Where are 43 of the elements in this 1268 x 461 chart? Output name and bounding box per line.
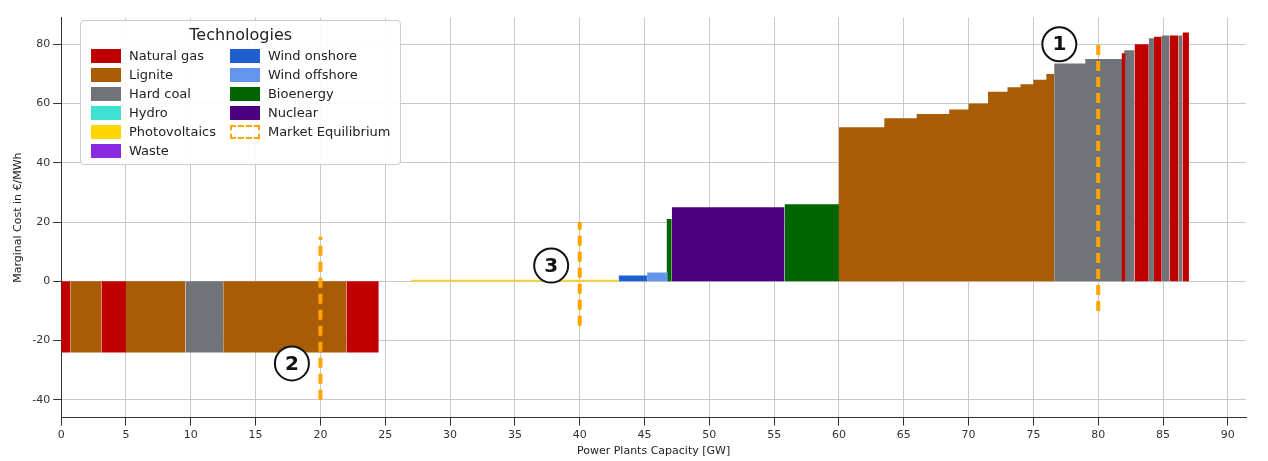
- x-tick-label: 90: [1220, 428, 1235, 442]
- legend-label: Hydro: [129, 105, 168, 120]
- annotation: 2: [284, 350, 299, 375]
- x-tick-label: 30: [443, 428, 458, 442]
- legend-title: Technologies: [188, 25, 294, 44]
- x-tick-label: 5: [122, 428, 130, 442]
- x-tick-label: 15: [248, 428, 263, 442]
- x-tick-label: 60: [831, 428, 846, 442]
- x-tick-label: 65: [896, 428, 911, 442]
- legend-label: Wind onshore: [267, 48, 357, 63]
- legend-label: Nuclear: [267, 105, 318, 120]
- x-tick-label: 10: [183, 428, 198, 442]
- x-axis-title: Power Plants Capacity [GW]: [576, 444, 731, 458]
- annotation: 1: [1052, 31, 1067, 56]
- y-tick-label: 20: [36, 214, 51, 228]
- y-tick-label: 40: [36, 155, 51, 169]
- x-tick-label: 55: [767, 428, 782, 442]
- x-tick-label: 35: [507, 428, 522, 442]
- legend-label: Photovoltaics: [129, 124, 216, 139]
- x-tick-label: 45: [637, 428, 652, 442]
- x-tick-label: 80: [1091, 428, 1106, 442]
- legend-label: Natural gas: [129, 48, 205, 63]
- annotation: 3: [544, 252, 559, 277]
- legend-label: Wind offshore: [267, 67, 358, 82]
- y-axis-title: Marginal Cost in €/MWh: [11, 152, 25, 283]
- y-tick-label: -20: [32, 333, 51, 347]
- x-tick-label: 75: [1026, 428, 1041, 442]
- x-tick-label: 70: [961, 428, 976, 442]
- legend-label: Hard coal: [129, 86, 191, 101]
- y-tick-label: -40: [32, 392, 51, 406]
- x-tick-label: 50: [702, 428, 717, 442]
- legend-label: Bioenergy: [267, 86, 334, 101]
- y-tick-label: 0: [43, 274, 51, 288]
- legend-label: Market Equilibrium: [267, 124, 391, 139]
- x-tick-label: 85: [1156, 428, 1171, 442]
- y-tick-label: 60: [36, 96, 51, 110]
- x-tick-label: 40: [572, 428, 587, 442]
- legend-label: Lignite: [129, 67, 174, 82]
- x-tick-label: 20: [313, 428, 328, 442]
- x-tick-label: 0: [57, 428, 65, 442]
- legend-label: Waste: [129, 143, 169, 158]
- x-tick-label: 25: [378, 428, 393, 442]
- y-tick-label: 80: [36, 37, 51, 51]
